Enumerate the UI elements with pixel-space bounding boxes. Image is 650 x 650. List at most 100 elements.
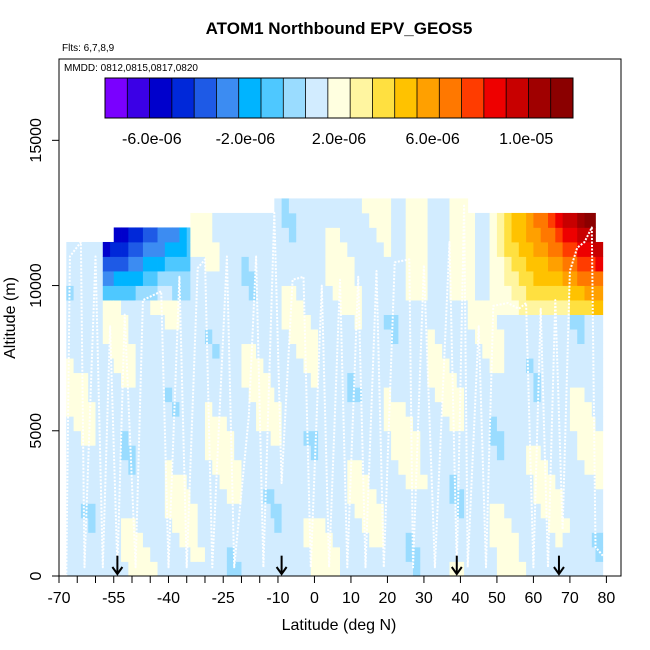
heatmap-cell [303, 285, 312, 301]
heatmap-cell [88, 546, 96, 562]
heatmap-cell [562, 488, 571, 504]
heatmap-cell [281, 285, 290, 301]
heatmap-cell [464, 212, 469, 228]
heatmap-cell [456, 227, 465, 243]
heatmap-cell [577, 474, 585, 490]
heatmap-cell [274, 430, 283, 446]
heatmap-cell [562, 271, 571, 286]
heatmap-cell [577, 430, 585, 446]
heatmap-cell [150, 271, 158, 286]
heatmap-cell [142, 314, 151, 330]
heatmap-cell [496, 546, 505, 562]
heatmap-cell [164, 329, 173, 345]
heatmap-cell [475, 227, 483, 243]
heatmap-cell [281, 387, 290, 403]
heatmap-cell [442, 401, 450, 417]
heatmap-cell [489, 212, 498, 228]
colorbar-swatch [238, 78, 262, 118]
heatmap-cell [150, 329, 158, 345]
heatmap-cell [73, 241, 82, 257]
heatmap-cell [482, 212, 491, 228]
heatmap-cell [73, 416, 82, 432]
heatmap-cell [310, 227, 319, 243]
heatmap-cell [504, 561, 512, 577]
heatmap-cell [190, 532, 199, 548]
heatmap-cell [456, 285, 465, 301]
heatmap-cell [548, 445, 556, 461]
heatmap-cell [296, 445, 304, 461]
heatmap-cell [391, 416, 399, 432]
heatmap-cell [204, 474, 213, 490]
heatmap-cell [562, 503, 571, 519]
heatmap-cell [475, 488, 483, 504]
heatmap-cell [595, 241, 604, 257]
heatmap-cell [110, 329, 115, 345]
heatmap-cell [80, 416, 89, 432]
heatmap-cell [274, 474, 283, 490]
heatmap-cell [197, 445, 206, 461]
heatmap-cell [164, 358, 173, 374]
heatmap-cell [420, 401, 428, 417]
heatmap-cell [467, 488, 476, 504]
heatmap-cell [442, 227, 450, 243]
heatmap-cell [427, 212, 436, 228]
heatmap-cell [442, 271, 450, 286]
heatmap-cell [496, 503, 505, 519]
heatmap-cell [456, 300, 465, 315]
heatmap-cell [511, 300, 520, 315]
heatmap-cell [73, 256, 82, 272]
heatmap-cell [420, 503, 428, 519]
heatmap-cell [412, 532, 421, 548]
heatmap-cell [80, 256, 89, 272]
heatmap-cell [376, 546, 385, 562]
heatmap-cell [427, 372, 436, 388]
heatmap-cell [296, 517, 304, 533]
heatmap-cell [540, 372, 549, 388]
heatmap-cell [475, 256, 483, 272]
heatmap-cell [102, 241, 111, 257]
heatmap-cell [113, 517, 122, 533]
heatmap-cell [226, 300, 235, 315]
plot-frame [58, 58, 622, 577]
heatmap-cell [595, 517, 604, 533]
heatmap-cell [584, 387, 593, 403]
heatmap-cell [383, 256, 392, 272]
heatmap-cell [591, 503, 596, 519]
heatmap-cell [95, 271, 104, 286]
heatmap-cell [467, 416, 476, 432]
heatmap-cell [296, 532, 304, 548]
heatmap-cell [555, 227, 564, 243]
heatmap-cell [391, 401, 399, 417]
heatmap-cell [591, 488, 596, 504]
heatmap-cell [347, 401, 355, 417]
heatmap-cell [383, 561, 392, 577]
heatmap-cell [555, 416, 564, 432]
heatmap-cell [241, 329, 250, 345]
heatmap-cell [263, 517, 272, 533]
heatmap-cell [234, 358, 242, 374]
heatmap-cell [150, 227, 158, 243]
heatmap-cell [190, 227, 199, 243]
heatmap-cell [197, 285, 206, 301]
heatmap-cell [113, 256, 122, 272]
heatmap-cell [288, 212, 297, 228]
heatmap-cell [449, 256, 458, 272]
heatmap-cell [73, 271, 82, 286]
x-tick-label: -40 [157, 590, 180, 607]
heatmap-cell [489, 401, 498, 417]
heatmap-cell [347, 314, 355, 330]
heatmap-cell [595, 401, 604, 417]
heatmap-cell [241, 561, 250, 577]
heatmap-cell [95, 401, 104, 417]
heatmap-cell [190, 401, 199, 417]
heatmap-cell [569, 416, 578, 432]
heatmap-cell [595, 256, 604, 272]
heatmap-cell [121, 343, 129, 359]
heatmap-cell [172, 227, 180, 243]
heatmap-cell [157, 517, 166, 533]
heatmap-cell [270, 561, 275, 577]
heatmap-cell [591, 532, 596, 548]
heatmap-cell [164, 314, 173, 330]
heatmap-cell [157, 329, 166, 345]
heatmap-cell [434, 561, 443, 577]
